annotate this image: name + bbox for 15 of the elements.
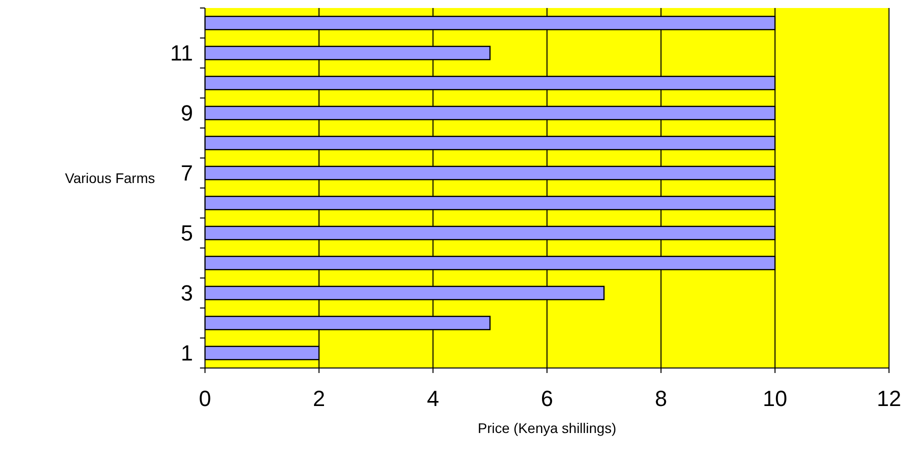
- x-tick-label: 8: [654, 386, 668, 411]
- y-axis-title: Various Farms: [65, 170, 155, 186]
- y-tick-label: 5: [180, 220, 193, 246]
- y-tick-label: 9: [180, 100, 193, 126]
- x-tick-label: 10: [762, 386, 788, 411]
- x-tick-label: 12: [876, 386, 902, 411]
- x-tick-label: 4: [426, 386, 440, 411]
- y-tick-label: 3: [180, 280, 193, 306]
- x-axis-title: Price (Kenya shillings): [478, 420, 616, 436]
- y-tick-label: 7: [180, 160, 193, 186]
- x-tick-label: 0: [198, 386, 212, 411]
- x-tick-label: 6: [540, 386, 554, 411]
- y-tick-label: 1: [180, 340, 193, 366]
- x-tick-label: 2: [312, 386, 326, 411]
- y-tick-label: 11: [170, 40, 193, 66]
